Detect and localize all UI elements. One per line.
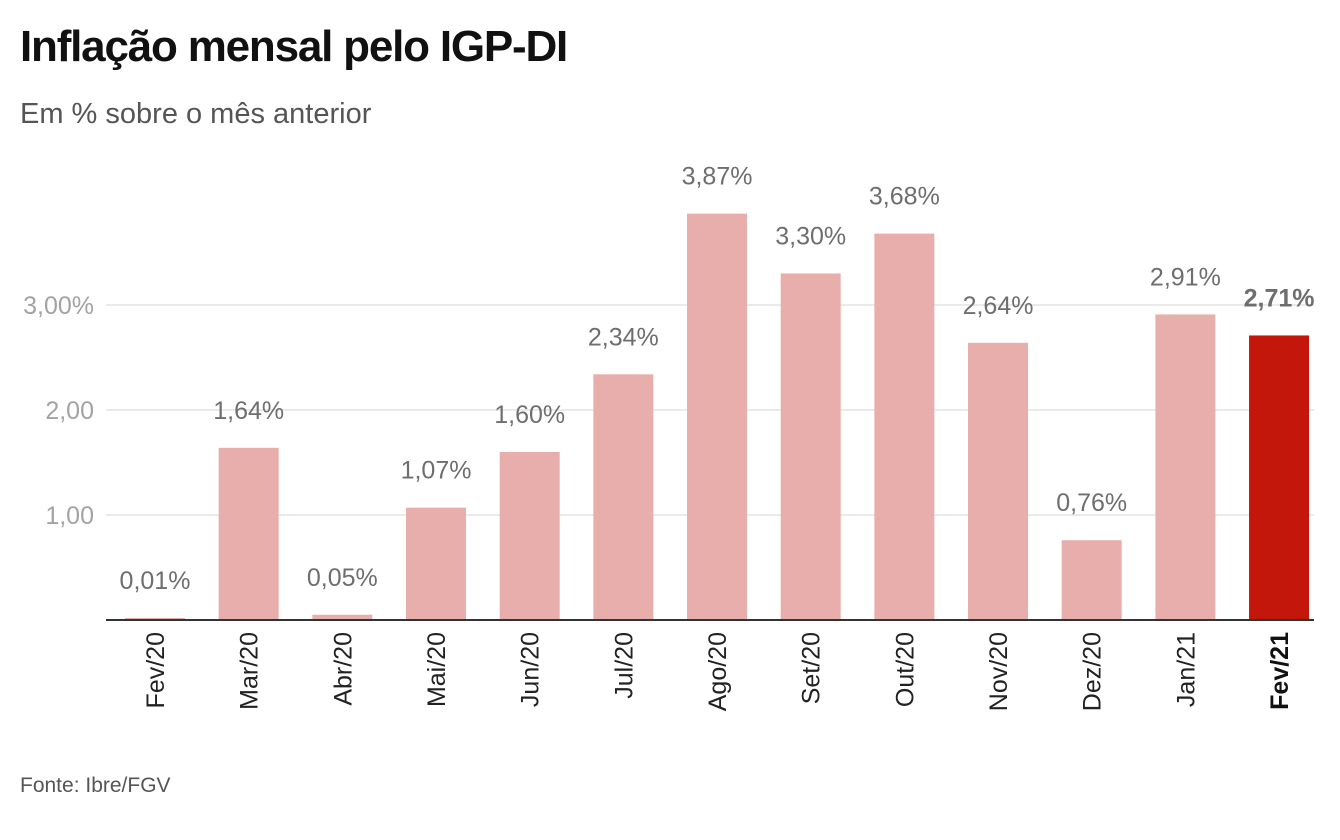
x-tick-label: Fev/20 [142,632,170,708]
bar-fev-21 [1249,335,1310,620]
bars [125,213,1310,620]
value-label: 1,64% [213,397,284,425]
chart-title: Inflação mensal pelo IGP-DI [20,22,568,71]
x-tick-label: Ago/20 [704,632,732,711]
value-label: 3,30% [775,223,846,251]
bar-ago-20 [687,213,748,620]
bar-out-20 [874,233,935,620]
y-axis-ticks: 1,00 2,00 3,00% [23,292,94,530]
bar-abr-20 [312,614,373,620]
value-label: 3,68% [869,183,940,211]
x-tick-label: Mai/20 [423,632,451,707]
x-tick-label: Fev/21 [1266,632,1294,710]
x-tick-label: Set/20 [798,632,826,704]
x-tick-label: Jun/20 [517,632,545,707]
value-label: 0,76% [1056,489,1127,517]
y-tick-label: 3,00% [23,292,94,320]
bar-nov-20 [968,342,1029,620]
value-label: 2,34% [588,323,659,351]
value-label: 0,05% [307,564,378,592]
bar-mar-20 [218,447,279,620]
bar-set-20 [780,273,841,620]
y-tick-label: 2,00 [45,397,94,425]
value-label: 1,07% [401,457,472,485]
x-tick-label: Jul/20 [610,632,638,699]
value-labels: 0,01% 1,64% 0,05% 1,07% 1,60% 2,34% 3,87% 3,30%… [120,163,1315,595]
value-label: 2,64% [963,292,1034,320]
x-tick-label: Jan/21 [1172,632,1200,707]
bar-jul-20 [593,374,654,620]
value-label: 0,01% [120,567,191,595]
bar-dez-20 [1061,540,1122,620]
x-tick-label: Mar/20 [236,632,264,710]
x-tick-label: Abr/20 [329,632,357,706]
value-label: 2,91% [1150,263,1221,291]
x-axis-category-labels: Fev/20 Mar/20 Abr/20 Mai/20 Jun/20 Jul/20 Ago/… [142,632,1294,711]
bar-jan-21 [1155,314,1216,620]
value-label: 1,60% [494,401,565,429]
bar-jun-20 [499,452,560,620]
value-label: 3,87% [682,163,753,191]
x-tick-label: Nov/20 [985,632,1013,711]
source-note: Fonte: Ibre/FGV [20,774,171,797]
value-label: 2,71% [1244,284,1315,312]
x-tick-label: Out/20 [891,632,919,707]
x-tick-label: Dez/20 [1079,632,1107,711]
y-tick-label: 1,00 [45,502,94,530]
chart-subtitle: Em % sobre o mês anterior [20,98,372,130]
bar-mai-20 [406,507,467,620]
